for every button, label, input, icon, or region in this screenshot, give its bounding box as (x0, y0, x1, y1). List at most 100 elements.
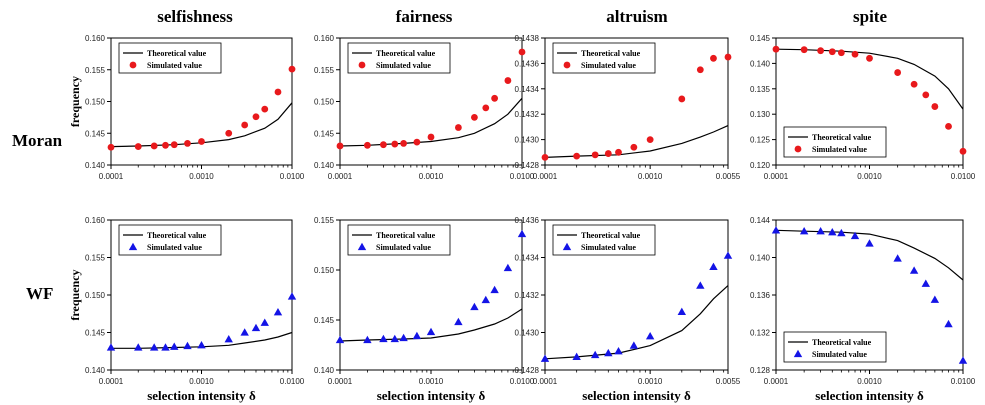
simulated-point (251, 323, 261, 332)
panel-wf-selfishness: 0.140 0.145 0.150 0.155 0.160 0.0001 0.0010 0.0… (68, 216, 305, 403)
x-tick-label: 0.0010 (857, 172, 882, 181)
legend-theoretical-label: Theoretical value (812, 338, 872, 347)
legend-box (347, 42, 451, 74)
simulated-point (817, 47, 825, 55)
x-tick-label: 0.0100 (951, 172, 976, 181)
simulated-point (454, 124, 462, 131)
x-tick-label: 0.0001 (328, 172, 353, 181)
legend-marker-swatch (128, 242, 138, 251)
panel-wf-altruism: 0.1428 0.1430 0.1432 0.1434 0.1436 0.0001 0.00… (515, 216, 741, 403)
theoretical-line (110, 102, 293, 148)
simulated-point (930, 295, 940, 303)
simulated-point (800, 46, 808, 54)
simulated-point (837, 228, 846, 237)
y-axis-label: frequency (68, 76, 82, 127)
y-tick-label: 0.1432 (515, 110, 540, 119)
theoretical-line (544, 125, 729, 158)
theoretical-line (775, 229, 964, 281)
simulated-point (162, 141, 169, 149)
panel-wf-spite: 0.128 0.132 0.136 0.140 0.144 0.0001 0.0010 0.0… (750, 216, 976, 403)
y-tick-label: 0.1432 (515, 291, 540, 300)
theoretical-line (544, 285, 729, 360)
legend-box (783, 126, 887, 158)
panel-wf-fairness: 0.140 0.145 0.150 0.155 0.0001 0.0010 0.0100 Th… (314, 216, 535, 403)
y-tick-label: 0.140 (314, 161, 335, 170)
x-tick-label: 0.0055 (716, 377, 741, 386)
simulated-point (288, 65, 296, 73)
simulated-point (590, 350, 600, 359)
simulated-point (772, 45, 780, 53)
simulated-point (865, 239, 874, 247)
legend-marker-swatch (129, 61, 137, 69)
legend-simulated-label: Simulated value (376, 243, 431, 252)
simulated-point (614, 347, 623, 355)
y-tick-label: 0.160 (314, 34, 335, 43)
x-axis-label: selection intensity δ (377, 388, 486, 403)
simulated-point (837, 49, 845, 57)
y-tick-label: 0.1428 (515, 366, 540, 375)
legend-simulated-label: Simulated value (581, 243, 636, 252)
legend: Theoretical value Simulated value (552, 42, 656, 74)
legend-simulated-label: Simulated value (812, 145, 867, 154)
simulated-point (391, 140, 399, 148)
legend: Theoretical value Simulated value (552, 224, 656, 256)
simulated-point (541, 153, 549, 161)
legend-simulated-label: Simulated value (581, 61, 636, 70)
row-label-moran: Moran (12, 131, 63, 150)
x-tick-label: 0.0001 (764, 377, 789, 386)
y-tick-label: 0.150 (85, 291, 106, 300)
theoretical-line (339, 308, 523, 342)
x-tick-label: 0.0010 (189, 377, 214, 386)
y-tick-label: 0.145 (314, 129, 335, 138)
y-tick-label: 0.155 (314, 66, 335, 75)
simulated-point (573, 152, 581, 160)
simulated-point (161, 343, 170, 351)
x-tick-label: 0.0010 (638, 172, 663, 181)
simulated-point (336, 142, 344, 150)
x-tick-label: 0.0100 (280, 172, 305, 181)
y-tick-label: 0.145 (750, 34, 771, 43)
x-tick-label: 0.0001 (764, 172, 789, 181)
y-tick-label: 0.140 (85, 366, 106, 375)
y-tick-label: 0.136 (750, 291, 771, 300)
y-tick-label: 0.128 (750, 366, 771, 375)
legend-marker-swatch (358, 61, 366, 69)
x-tick-label: 0.0001 (533, 377, 558, 386)
simulated-point (517, 229, 527, 238)
simulated-point (106, 343, 116, 351)
simulated-point (922, 91, 930, 99)
theoretical-line (339, 97, 523, 147)
x-tick-label: 0.0001 (533, 172, 558, 181)
y-tick-label: 0.140 (85, 161, 106, 170)
simulated-point (945, 122, 952, 130)
y-tick-label: 0.140 (750, 254, 771, 263)
y-tick-label: 0.150 (314, 266, 335, 275)
simulated-point (677, 307, 687, 316)
simulated-point (170, 342, 179, 350)
simulated-point (910, 80, 918, 88)
simulated-point (894, 69, 902, 76)
simulated-point (427, 133, 435, 141)
column-titles: selfishness fairness altruism spite (157, 7, 887, 26)
y-tick-label: 0.1430 (515, 329, 540, 338)
simulated-point (921, 279, 930, 287)
simulated-point (630, 143, 638, 151)
legend: Theoretical value Simulated value (118, 42, 222, 74)
simulated-point (481, 295, 490, 304)
simulated-point (412, 331, 422, 340)
simulated-point (197, 341, 206, 349)
simulated-point (540, 354, 550, 362)
x-tick-label: 0.0010 (638, 377, 663, 386)
x-axis-label: selection intensity δ (582, 388, 691, 403)
y-tick-label: 0.150 (314, 98, 335, 107)
panel-moran-fairness: 0.140 0.145 0.150 0.155 0.160 0.0001 0.0010 0.0… (314, 34, 535, 181)
simulated-point (482, 104, 490, 112)
plot-frame (544, 37, 729, 166)
simulated-point (107, 143, 115, 151)
simulated-point (572, 352, 581, 361)
y-tick-label: 0.150 (85, 98, 106, 107)
theoretical-line (775, 48, 964, 110)
simulated-point (490, 285, 499, 294)
simulated-point (710, 54, 717, 62)
simulated-point (723, 251, 733, 259)
